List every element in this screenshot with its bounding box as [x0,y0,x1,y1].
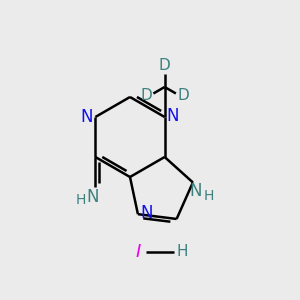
Text: N: N [167,107,179,125]
Text: H: H [204,189,214,203]
Text: N: N [190,182,202,200]
Text: H: H [176,244,188,260]
Text: N: N [141,204,153,222]
Text: D: D [140,88,152,104]
Text: N: N [86,188,99,206]
Text: I: I [135,243,141,261]
Text: D: D [159,58,170,74]
Text: N: N [80,108,93,126]
Text: D: D [177,88,189,104]
Text: H: H [75,193,85,207]
